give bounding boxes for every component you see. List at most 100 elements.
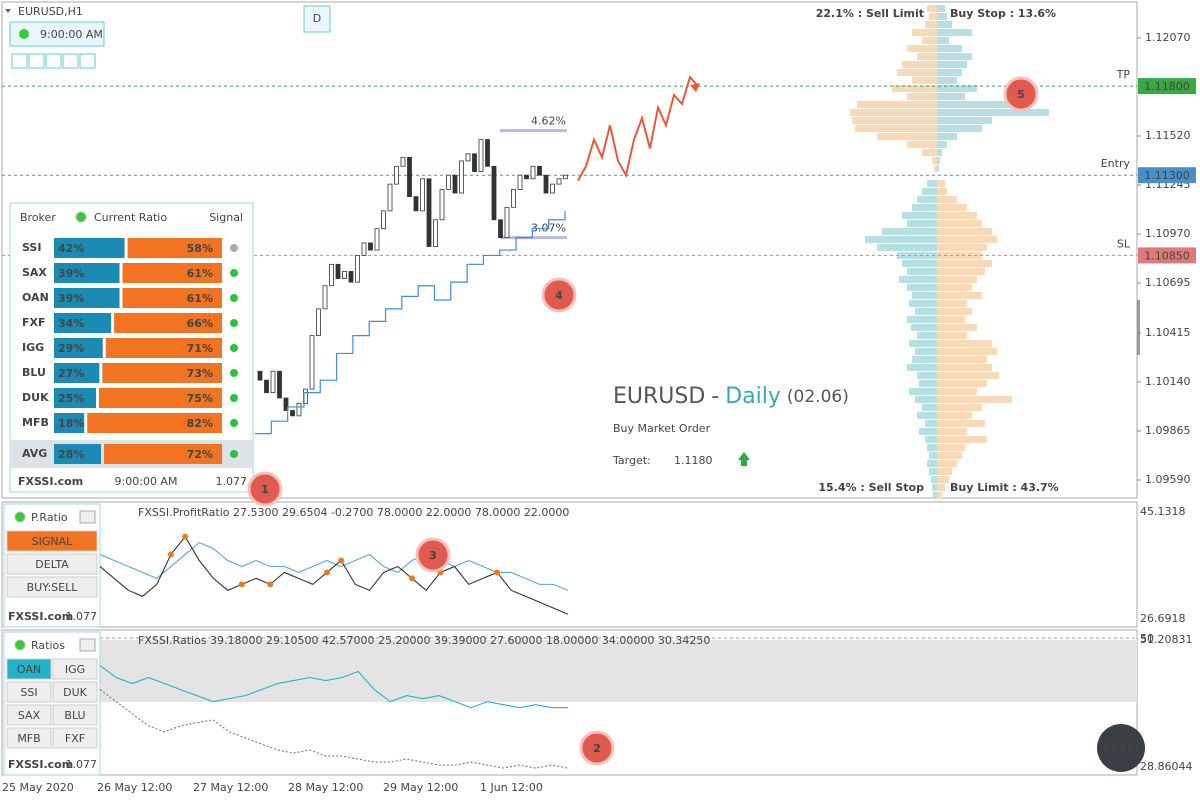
timeframe-button[interactable] — [303, 5, 331, 33]
signal-dot — [230, 344, 238, 352]
depth-bar — [922, 188, 937, 195]
signal-dot — [230, 394, 238, 402]
panel-button[interactable] — [6, 681, 52, 703]
depth-bar — [937, 276, 977, 283]
axis-label: 28.86044 — [1140, 760, 1193, 773]
stop-line — [255, 210, 566, 435]
badge-number: 2 — [593, 742, 601, 755]
candle — [309, 335, 315, 390]
candle — [290, 410, 295, 417]
depth-bar — [897, 69, 937, 76]
depth-bar — [933, 492, 937, 499]
depth-bar — [917, 412, 937, 419]
depth-bar — [912, 77, 937, 84]
panel-button[interactable] — [6, 704, 52, 726]
panel-footer: 1.077 — [66, 758, 98, 771]
y-tick-label: 1.09865 — [1145, 424, 1191, 437]
panel-button-text: MFB — [17, 732, 40, 745]
time-dot — [19, 29, 29, 39]
signal-point — [338, 557, 345, 564]
panel-button-text: FXF — [65, 732, 85, 745]
buy-label: 39% — [58, 267, 84, 280]
depth-bar — [902, 260, 937, 267]
level-price: 1.11800 — [1144, 80, 1190, 93]
x-tick-label: 28 May 12:00 — [288, 781, 363, 794]
panel-button[interactable] — [6, 727, 52, 749]
badge — [415, 537, 451, 573]
panel-button[interactable] — [6, 658, 52, 680]
signal-point — [167, 551, 174, 558]
panel-button-label: P.Ratio — [31, 511, 68, 524]
depth-bar — [937, 69, 962, 76]
depth-bar — [907, 268, 937, 275]
level-name: TP — [1116, 68, 1131, 81]
panel-footer: 1.077 — [66, 610, 98, 623]
summary-period: Daily — [725, 384, 781, 409]
nav-button[interactable] — [62, 53, 79, 69]
depth-bar — [937, 268, 985, 275]
nav-button[interactable] — [45, 53, 62, 69]
axis-label: 26.6918 — [1140, 612, 1186, 625]
depth-bar — [877, 244, 937, 251]
depth-bar — [927, 180, 937, 187]
nav-button[interactable] — [28, 53, 45, 69]
sell-bar — [105, 338, 222, 358]
candle — [491, 165, 497, 221]
forecast-arrow — [690, 83, 700, 93]
candle — [348, 271, 354, 283]
depth-bar — [937, 125, 982, 132]
panel-button[interactable] — [52, 658, 98, 680]
panel-min[interactable] — [79, 510, 96, 524]
panel-button[interactable] — [6, 553, 98, 575]
sell-label: 71% — [187, 342, 213, 355]
candle — [407, 156, 412, 197]
panel-button[interactable] — [6, 576, 98, 598]
depth-bar — [877, 133, 937, 140]
buy-bar — [54, 288, 120, 308]
y-tick-label: 1.10140 — [1145, 375, 1191, 388]
depth-bar — [937, 436, 987, 443]
depth-bar — [917, 372, 937, 379]
depth-bar — [925, 436, 937, 443]
main-frame — [1, 1, 1138, 499]
panel-button[interactable] — [52, 704, 98, 726]
sell-bar — [104, 444, 222, 464]
panel-button[interactable] — [6, 530, 98, 552]
pratio-frame — [1, 501, 1138, 628]
broker-name: AVG — [22, 447, 47, 460]
depth-bar — [915, 348, 937, 355]
nav-button[interactable] — [11, 53, 28, 69]
depth-bar — [892, 85, 937, 92]
panel-min[interactable] — [79, 638, 96, 652]
buy-label: 27% — [58, 367, 84, 380]
axis-label: 45.1318 — [1140, 505, 1186, 518]
buy-bar — [54, 413, 85, 433]
candle — [277, 370, 282, 399]
y-tick-label: 1.12070 — [1145, 31, 1191, 44]
badge-number: 4 — [555, 289, 563, 302]
depth-bar — [937, 356, 987, 363]
ratio-title: Current Ratio — [94, 211, 167, 224]
badge-number: 1 — [261, 483, 269, 496]
ratios-frame — [1, 629, 1138, 776]
depth-bar — [912, 29, 937, 36]
buy-label: 42% — [58, 242, 84, 255]
depth-bar — [922, 37, 937, 44]
broker-name: SAX — [22, 266, 47, 279]
depth-bar — [937, 492, 942, 499]
panel-button-text: OAN — [17, 663, 41, 676]
nav-button[interactable] — [79, 53, 96, 69]
depth-bar — [937, 412, 972, 419]
candle — [257, 370, 263, 381]
candle — [296, 402, 302, 417]
panel-button[interactable] — [52, 727, 98, 749]
depth-bar — [937, 404, 982, 411]
candle — [465, 153, 471, 162]
candle — [413, 196, 419, 212]
depth-label: Buy Stop : 13.6% — [950, 7, 1056, 20]
depth-bar — [882, 228, 937, 235]
depth-bar — [937, 284, 972, 291]
panel-button[interactable] — [52, 681, 98, 703]
signal-point — [238, 581, 245, 588]
